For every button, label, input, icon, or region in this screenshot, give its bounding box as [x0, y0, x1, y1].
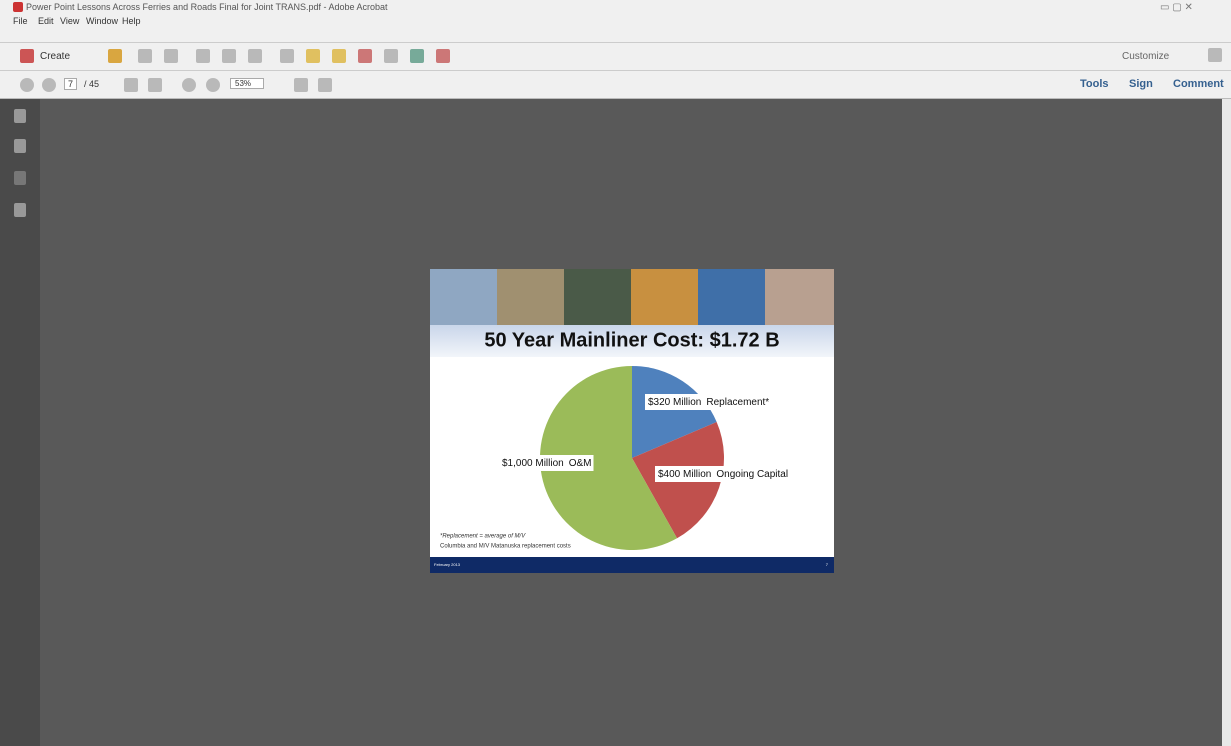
- title-band: [430, 325, 834, 357]
- photo: [430, 269, 497, 325]
- window-controls[interactable]: ▭ ▢ ✕: [1160, 2, 1193, 13]
- create-icon[interactable]: [20, 49, 34, 63]
- slice-label: $1,000 Million O&M: [502, 458, 592, 469]
- settings-icon[interactable]: [280, 49, 294, 63]
- photo: [497, 269, 564, 325]
- sign-tab[interactable]: Sign: [1129, 78, 1153, 90]
- slice-label-bg: [499, 455, 594, 471]
- scrollbar[interactable]: [1222, 99, 1231, 746]
- upload-icon[interactable]: [164, 49, 178, 63]
- sign-icon[interactable]: [436, 49, 450, 63]
- photo: [631, 269, 698, 325]
- hand-tool[interactable]: [148, 78, 162, 92]
- fit-width[interactable]: [318, 78, 332, 92]
- photo: [698, 269, 765, 325]
- app-icon: [13, 2, 23, 12]
- expand-icon[interactable]: [1208, 48, 1222, 62]
- slide: 50 Year Mainliner Cost: $1.72 B $320 Mil…: [430, 269, 834, 573]
- slice-category: Ongoing Capital: [716, 469, 788, 480]
- photo: [765, 269, 834, 325]
- combine-icon[interactable]: [410, 49, 424, 63]
- create-button[interactable]: Create: [40, 51, 71, 62]
- slice-label-bg: [645, 394, 772, 410]
- window-title: Power Point Lessons Across Ferries and R…: [26, 2, 388, 12]
- title-menu-area: Power Point Lessons Across Ferries and R…: [0, 0, 1231, 43]
- customize-button[interactable]: Customize: [1122, 51, 1170, 62]
- menu-file[interactable]: File: [13, 16, 28, 26]
- comment-icon[interactable]: [306, 49, 320, 63]
- footer-page: 7: [826, 562, 829, 567]
- slice-label-bg: [655, 466, 791, 482]
- slice-label: $320 Million Replacement*: [648, 397, 769, 408]
- attachments-icon[interactable]: [14, 203, 26, 217]
- next-page[interactable]: [42, 78, 56, 92]
- comment-tab[interactable]: Comment: [1173, 78, 1224, 90]
- slice-value: $320 Million: [648, 397, 701, 408]
- slice-category: O&M: [569, 458, 592, 469]
- pie: $320 Million Replacement* $400 Million Ongo…: [499, 366, 791, 550]
- slice-category: Replacement*: [706, 397, 769, 408]
- slice-label: $400 Million Ongoing Capital: [658, 469, 788, 480]
- menu-window[interactable]: Window: [86, 16, 119, 26]
- slice-value: $400 Million: [658, 469, 711, 480]
- left-panel: [0, 99, 40, 746]
- pie-slice: [540, 366, 678, 550]
- zoom-input[interactable]: 53%: [230, 78, 265, 89]
- open-icon[interactable]: [108, 49, 122, 63]
- pdf-icon[interactable]: [358, 49, 372, 63]
- chart-title: 50 Year Mainliner Cost: $1.72 B: [484, 329, 779, 351]
- note-icon[interactable]: [332, 49, 346, 63]
- photo: [564, 269, 631, 325]
- toolbar-nav: 7 / 45 53% Tools Sign Comment: [0, 71, 1231, 99]
- footnote: *Replacement = average of M/V: [440, 534, 526, 540]
- pie-slice: [632, 366, 717, 458]
- page-count: / 45: [84, 79, 100, 89]
- save-icon[interactable]: [138, 49, 152, 63]
- menu-view[interactable]: View: [60, 16, 80, 26]
- menu-help[interactable]: Help: [122, 16, 141, 26]
- bookmarks-icon[interactable]: [14, 139, 26, 153]
- menu-edit[interactable]: Edit: [38, 16, 54, 26]
- footer-bar: [430, 557, 834, 573]
- export-icon[interactable]: [384, 49, 398, 63]
- footer-date: February 2013: [434, 562, 461, 567]
- signatures-icon[interactable]: [14, 171, 26, 185]
- page-input[interactable]: 7: [64, 78, 78, 90]
- edit-icon[interactable]: [222, 49, 236, 63]
- email-icon[interactable]: [248, 49, 262, 63]
- pages-icon[interactable]: [14, 109, 26, 123]
- toolbar-main: Create Customize: [0, 43, 1231, 71]
- select-tool[interactable]: [124, 78, 138, 92]
- footnote: Columbia and M/V Matanuska replacement c…: [440, 544, 571, 550]
- fit-page[interactable]: [294, 78, 308, 92]
- zoom-out[interactable]: [182, 78, 196, 92]
- prev-page[interactable]: [20, 78, 34, 92]
- print-icon[interactable]: [196, 49, 210, 63]
- tools-tab[interactable]: Tools: [1080, 78, 1109, 90]
- zoom-in[interactable]: [206, 78, 220, 92]
- slice-value: $1,000 Million: [502, 458, 564, 469]
